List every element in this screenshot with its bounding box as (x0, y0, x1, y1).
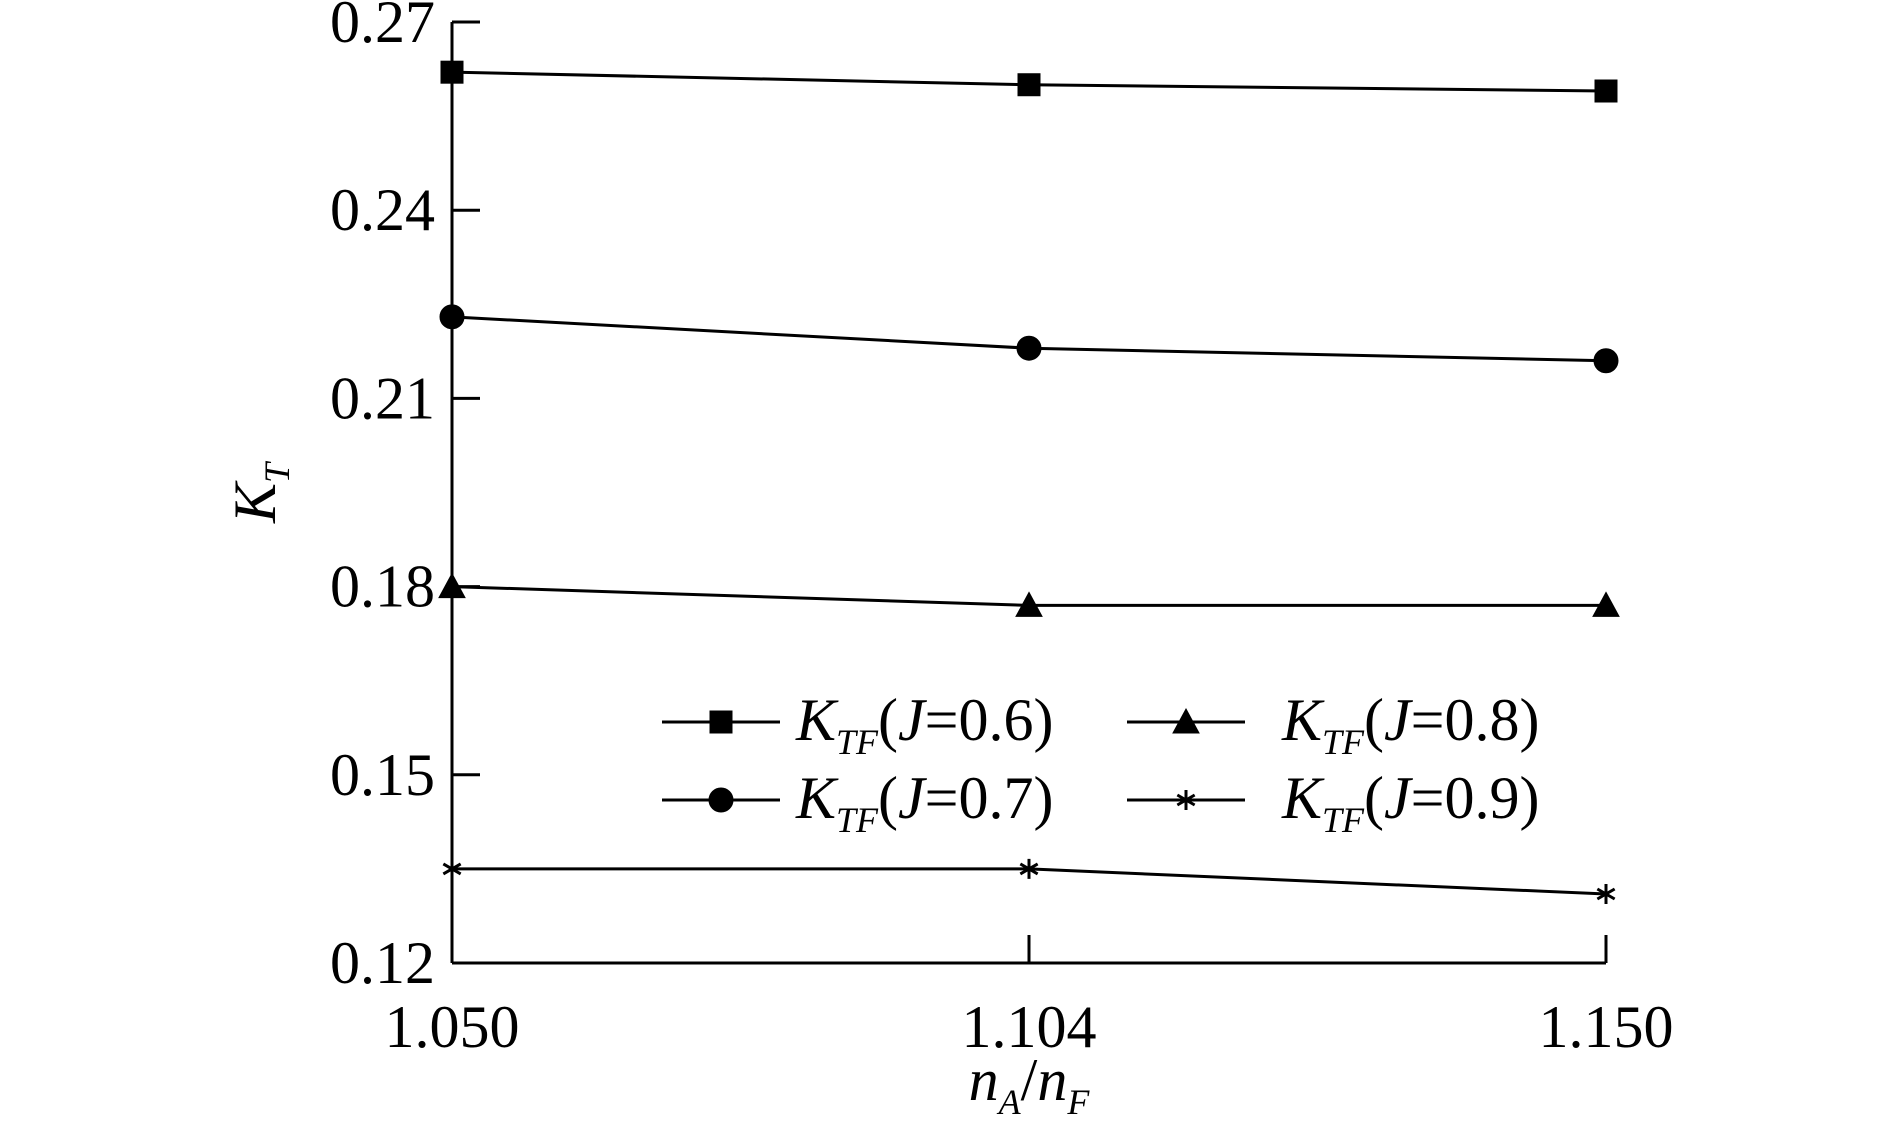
marker (1596, 883, 1616, 904)
marker (440, 60, 464, 84)
legend-label: KTF​(J=0.9) (1281, 765, 1540, 840)
y-tick-label: 0.12 (330, 930, 435, 996)
marker (1593, 348, 1619, 374)
x-tick-label: 1.150 (1539, 994, 1674, 1060)
marker (442, 858, 462, 879)
marker (439, 304, 465, 330)
x-axis-label: nA​/nF​ (969, 1047, 1091, 1122)
marker (1016, 335, 1042, 361)
legend-label: KTF​(J=0.7) (795, 765, 1054, 840)
marker (1594, 79, 1618, 103)
legend-marker (708, 787, 734, 813)
legend-label: KTF​(J=0.6) (795, 687, 1054, 762)
y-tick-label: 0.24 (330, 177, 435, 243)
y-tick-label: 0.21 (330, 365, 435, 431)
y-tick-label: 0.18 (330, 554, 435, 620)
marker (1017, 73, 1041, 97)
legend-label: KTF​(J=0.8) (1281, 687, 1540, 762)
y-tick-label: 0.15 (330, 742, 435, 808)
marker (438, 572, 466, 599)
y-tick-label: 0.27 (330, 0, 435, 55)
x-tick-label: 1.050 (385, 994, 520, 1060)
x-tick-label: 1.104 (962, 994, 1097, 1060)
legend-marker (1172, 707, 1200, 734)
marker (1015, 591, 1043, 617)
y-axis-label: KT​ (222, 460, 297, 524)
marker (1019, 858, 1039, 879)
marker (1592, 591, 1620, 617)
legend-marker (709, 710, 733, 734)
legend-marker (1176, 790, 1196, 810)
